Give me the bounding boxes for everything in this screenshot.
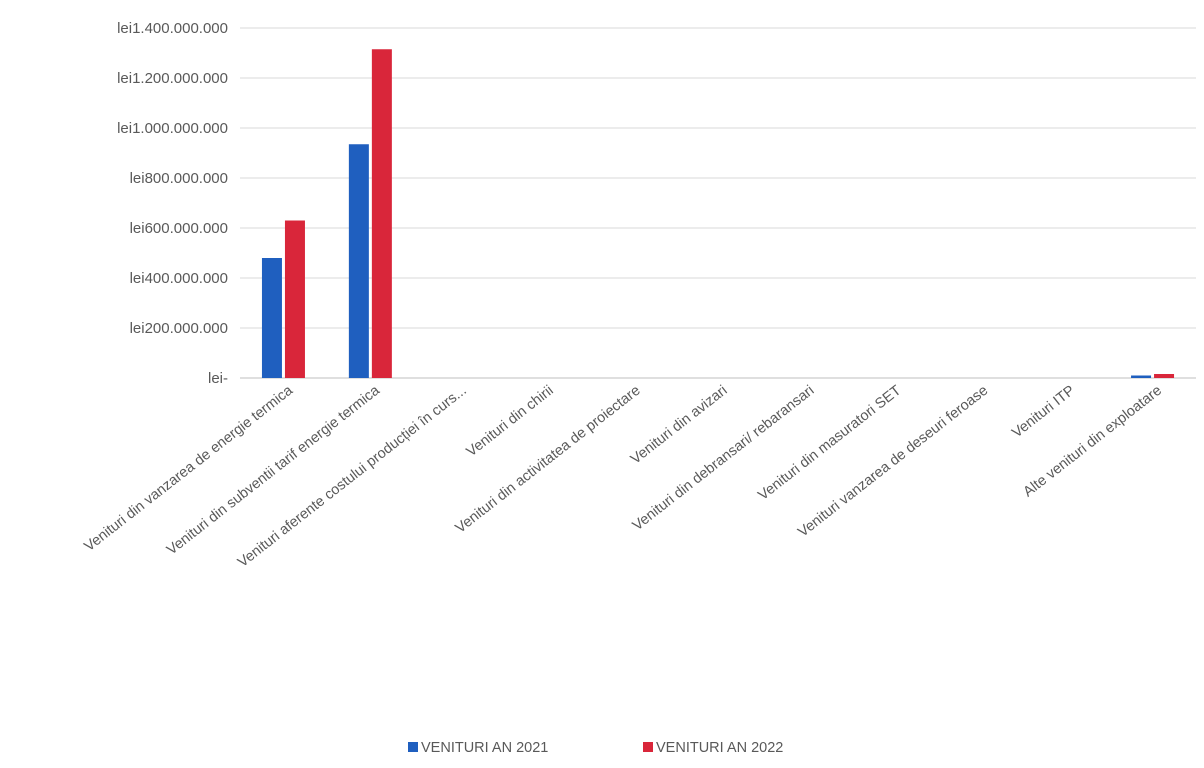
x-tick-label: Venituri ITP [1009,383,1078,442]
legend-swatch [643,742,653,752]
y-tick-label: lei400.000.000 [130,270,228,287]
legend: VENITURI AN 2021 VENITURI AN 2022 [408,740,783,756]
x-axis-ticks: Venituri din vanzarea de energie termica… [82,382,1165,571]
legend-swatch [408,742,418,752]
y-tick-label: lei800.000.000 [130,170,228,187]
bar [1154,374,1175,378]
x-tick-label: Alte venituri din exploatare [1020,383,1165,501]
bar [261,258,282,378]
legend-label: VENITURI AN 2021 [421,740,548,756]
bars [261,49,1175,378]
y-tick-label: lei600.000.000 [130,220,228,237]
y-tick-label: lei200.000.000 [130,320,228,337]
x-tick-label: Venituri din masuratori SET [755,382,904,503]
x-tick-label: Venituri vanzarea de deseuri feroase [795,383,991,541]
bar [284,220,305,378]
legend-label: VENITURI AN 2022 [656,740,783,756]
y-tick-label: lei1.000.000.000 [117,120,228,137]
x-tick-label: Venituri din activitatea de proiectare [453,383,644,537]
bar [1131,375,1152,378]
y-tick-label: lei- [208,370,228,387]
y-axis-ticks: lei-lei200.000.000 lei400.000.000 lei600.0… [117,20,228,387]
x-tick-label: Venituri din debransari/ rebaransari [630,383,818,535]
grid-layer [240,27,1196,379]
bar [348,144,369,378]
x-tick-label: Venituri din chirii [464,383,557,461]
y-tick-label: lei1.200.000.000 [117,70,228,87]
bar [371,49,392,378]
y-tick-label: lei1.400.000.000 [117,20,228,37]
